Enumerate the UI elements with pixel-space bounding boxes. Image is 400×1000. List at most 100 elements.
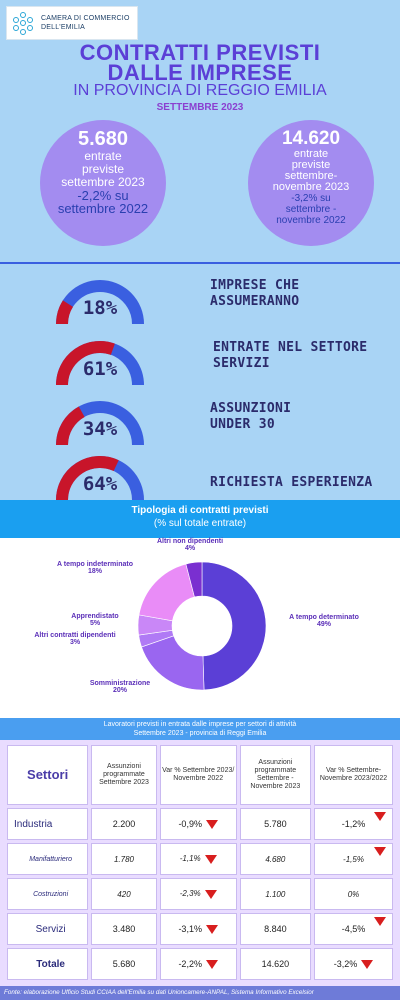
cell-value: -2,2%	[178, 958, 202, 969]
table-banner-line1: Lavoratori previsti in entrata dalle imp…	[103, 721, 297, 728]
gauge-fill	[56, 406, 85, 446]
slice-label-name: A tempo determinato	[289, 614, 359, 621]
cell-var-month: -3,1%	[159, 913, 237, 945]
slice-label-value: 5%	[89, 620, 101, 627]
cell-var-month: -2,3%	[159, 878, 237, 910]
table-row: Costruzioni 420 -2,3% 1.100 0%	[7, 878, 393, 910]
cell-value: -1,2%	[341, 819, 366, 829]
gauge-caption: ENTRATE NEL SETTORE SERVIZI	[213, 340, 367, 372]
cell-var-quarter: -1,2%	[314, 808, 393, 840]
slice-label-name: Somministrazione	[89, 680, 151, 687]
slice-label: Altri non dipendenti 4%	[140, 538, 240, 552]
down-arrow-icon	[374, 812, 386, 821]
column-header: Assunzioni programmate Settembre 2023	[91, 745, 157, 805]
cell-hires-quarter: 1.100	[239, 878, 311, 910]
cell-value: -3,1%	[178, 923, 202, 934]
sector-name: Industria	[7, 808, 89, 840]
gauge-imprese: 18%	[56, 280, 144, 325]
donut-chart	[137, 561, 267, 691]
down-arrow-icon	[374, 917, 386, 926]
kpi-variation: -3,2% su	[291, 193, 331, 204]
logo-text: CAMERA DI COMMERCIO DELL'EMILIA	[41, 14, 130, 32]
chart-area: Altri non dipendenti 4% A tempo indeterm…	[0, 538, 400, 718]
chart-banner: Tipologia di contratti previsti (% sul t…	[0, 500, 400, 538]
down-arrow-icon	[205, 820, 218, 830]
kpi-text: settembre 2023	[61, 175, 145, 189]
gauge-fill	[56, 300, 74, 325]
cell-var-month: -2,2%	[159, 948, 237, 980]
gauge-caption: IMPRESE CHE ASSUMERANNO	[210, 278, 299, 310]
slice-label-value: 20%	[112, 687, 127, 694]
down-arrow-icon	[361, 960, 374, 970]
gauge-caption-line1: IMPRESE CHE	[210, 278, 300, 293]
cell-hires-quarter: 8.840	[239, 913, 311, 945]
cell-value: -4,5%	[341, 924, 366, 934]
gauge-percent-label: 18%	[83, 297, 118, 319]
down-arrow-icon	[205, 960, 218, 970]
table-banner: Lavoratori previsti in entrata dalle imp…	[0, 718, 400, 740]
sector-name: Totale	[7, 948, 89, 980]
cell-var-quarter: -4,5%	[314, 913, 393, 945]
kpi-text: previste	[81, 162, 125, 176]
slice-label: A tempo determinato 49%	[274, 614, 374, 628]
kpi-text: entrate	[84, 149, 122, 163]
slice-label-value: 18%	[87, 568, 102, 575]
table-header-row: Settori Assunzioni programmate Settembre…	[7, 745, 393, 805]
table-row: Manifatturiero 1.780 -1,1% 4.680 -1,5%	[7, 843, 393, 875]
sector-table-section: Lavoratori previsti in entrata dalle imp…	[0, 718, 400, 1000]
gauge-caption-line1: RICHIESTA ESPERIENZA	[210, 475, 373, 490]
kpi-text: previste	[291, 159, 331, 171]
down-arrow-icon	[204, 854, 217, 864]
down-arrow-icon	[204, 889, 217, 899]
column-header: Var % Settembre 2023/ Novembre 2022	[159, 745, 237, 805]
column-header: Settori	[7, 745, 89, 805]
cell-hires-quarter: 5.780	[239, 808, 311, 840]
gauge-percent-label: 34%	[83, 418, 118, 440]
cell-value: -0,9%	[178, 818, 202, 829]
kpi-text: novembre 2023	[272, 181, 350, 193]
chart-title: Tipologia di contratti previsti	[131, 505, 269, 516]
kpi-value: 14.620	[281, 128, 341, 149]
cell-var-quarter: -1,5%	[314, 843, 393, 875]
column-header: Assunzioni programmate Settembre - Novem…	[239, 745, 311, 805]
cell-value: -1,5%	[343, 854, 364, 864]
cell-value: -1,1%	[179, 854, 201, 864]
gauge-percent-label: 61%	[83, 358, 118, 380]
divider	[0, 262, 400, 264]
kpi-text: settembre-	[284, 170, 338, 182]
sector-name: Manifatturiero	[7, 843, 89, 875]
page-subtitle: IN PROVINCIA DI REGGIO EMILIA	[73, 82, 327, 99]
kpi-variation: settembre 2022	[57, 201, 149, 216]
kpi-variation: settembre -	[285, 204, 337, 215]
cell-var-month: -1,1%	[159, 843, 237, 875]
gauge-caption-line2: UNDER 30	[210, 417, 276, 432]
cell-hires-month: 5.680	[91, 948, 157, 980]
cell-value: -3,2%	[333, 958, 358, 969]
slice-label: A tempo indeterminato 18%	[40, 561, 150, 575]
cell-var-month: -0,9%	[159, 808, 237, 840]
page-title-line1: CONTRATTI PREVISTI	[79, 40, 321, 65]
slice-label: Somministrazione 20%	[60, 680, 180, 694]
cell-value: -2,3%	[179, 889, 201, 899]
page-date: SETTEMBRE 2023	[156, 102, 244, 113]
gauge-caption-line1: ASSUNZIONI	[210, 401, 292, 416]
pie-slice	[201, 561, 267, 691]
slice-label-name: Apprendistato	[71, 613, 119, 620]
slice-label: Altri contratti dipendenti 3%	[14, 632, 136, 646]
column-header: Var % Settembre-Novembre 2023/2022	[314, 745, 393, 805]
cell-hires-quarter: 4.680	[239, 843, 311, 875]
gauge-caption-line2: SERVIZI	[213, 356, 270, 371]
gauge-caption: RICHIESTA ESPERIENZA	[210, 475, 373, 491]
gauge-esperienza: 64%	[56, 456, 144, 501]
gauge-servizi: 61%	[56, 341, 144, 386]
logo-icon	[11, 11, 35, 35]
gauge-fill	[56, 456, 119, 501]
footer-source: Fonte: elaborazione Ufficio Studi CCIAA …	[0, 986, 400, 1000]
pie-slice	[185, 561, 203, 598]
sector-table: Settori Assunzioni programmate Settembre…	[4, 742, 396, 983]
table-banner-line2: Settembre 2023 - provincia di Reggi Emil…	[133, 730, 267, 737]
down-arrow-icon	[374, 847, 386, 856]
logo-line2: DELL'EMILIA	[41, 24, 85, 31]
slice-label-name: Altri contratti dipendenti	[34, 632, 116, 639]
logo-line1: CAMERA DI COMMERCIO	[41, 15, 130, 22]
